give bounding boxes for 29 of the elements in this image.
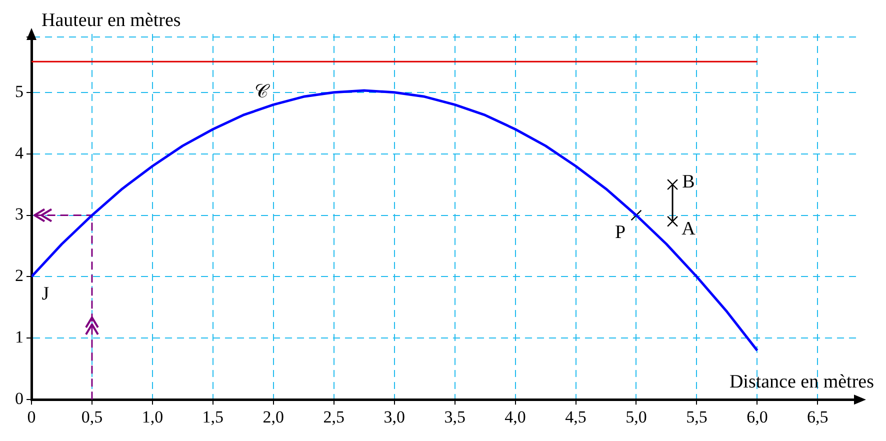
x-tick-label: 5,0 (626, 407, 647, 426)
y-tick-label: 2 (15, 266, 24, 286)
point (666, 216, 678, 227)
annotation: J (42, 284, 50, 305)
x-tick-label: 6,0 (746, 407, 768, 426)
annotation: 𝒞 (254, 82, 270, 103)
x-tick-label: 3,5 (444, 407, 466, 426)
y-axis-title: Hauteur en mètres (42, 10, 181, 31)
x-tick-label: 2,5 (323, 407, 344, 426)
x-tick-label: 3,0 (384, 407, 405, 426)
x-tick-label: 0 (27, 407, 36, 426)
annotation: A (682, 218, 696, 240)
y-tick-label: 0 (15, 389, 24, 408)
x-tick-label: 6,5 (807, 407, 828, 426)
annotation: P (614, 222, 626, 244)
x-tick-label: 4,0 (504, 407, 526, 426)
y-tick-label: 3 (15, 204, 24, 224)
point (666, 178, 678, 190)
x-axis-title: Distance en mètres (729, 372, 874, 393)
x-tick-label: 0,5 (81, 407, 103, 426)
annotation: B (682, 172, 695, 193)
y-tick-label: 1 (15, 328, 24, 347)
x-tick-label: 5,5 (686, 407, 708, 426)
x-tick-label: 1,0 (142, 407, 164, 426)
x-tick-label: 2,0 (262, 407, 284, 426)
y-tick-label: 4 (15, 143, 24, 162)
x-tick-label: 4,5 (565, 407, 586, 426)
x-tick-label: 1,5 (202, 407, 224, 426)
y-tick-label: 5 (15, 82, 24, 101)
